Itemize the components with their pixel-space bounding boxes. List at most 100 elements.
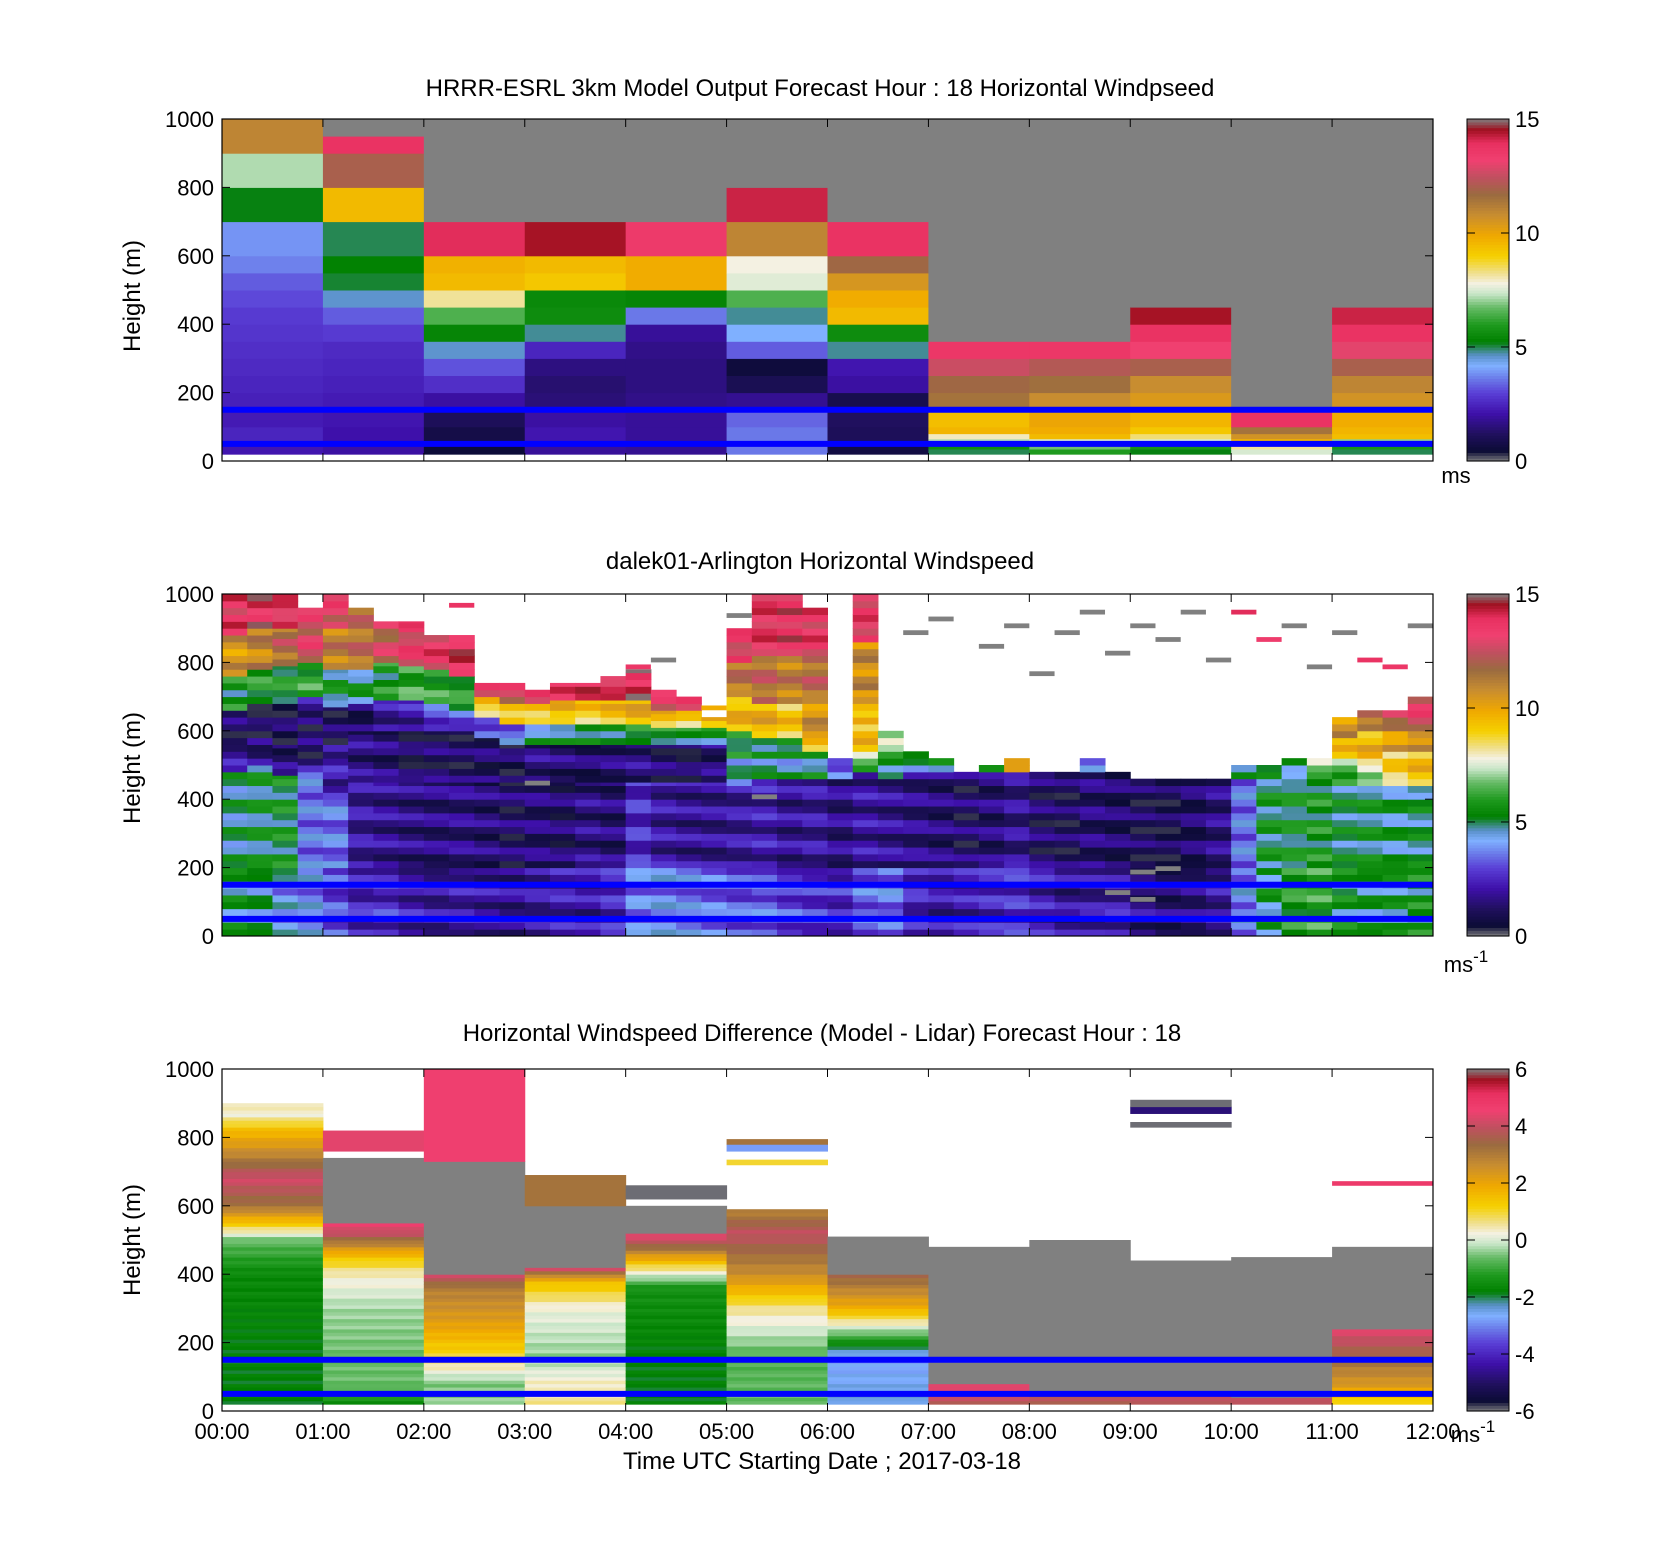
- heatmap-cell: [524, 1383, 627, 1388]
- colorbar-segment: [1467, 633, 1509, 638]
- heatmap-cell: [701, 744, 728, 749]
- colorbar-segment: [1467, 1071, 1509, 1076]
- heatmap-cell: [222, 1236, 324, 1241]
- heatmap-cell: [726, 1233, 828, 1238]
- heatmap-cell: [247, 635, 273, 643]
- heatmap-cell: [423, 853, 450, 862]
- heatmap-cell: [1231, 894, 1257, 903]
- heatmap-cell: [1256, 806, 1283, 814]
- heatmap-cell: [625, 901, 652, 910]
- colorbar-segment: [1467, 224, 1509, 228]
- heatmap-cell: [322, 1277, 425, 1282]
- colorbar-segment: [1467, 876, 1509, 880]
- heatmap-cell: [1054, 922, 1081, 930]
- heatmap-cell: [297, 614, 324, 622]
- heatmap-cell: [524, 1291, 627, 1296]
- heatmap-cell: [1205, 860, 1232, 869]
- heatmap-cell: [272, 754, 299, 763]
- heatmap-cell: [222, 1332, 324, 1337]
- colorbar-segment: [1467, 679, 1509, 683]
- heatmap-cell: [1306, 867, 1333, 875]
- heatmap-cell: [1332, 1369, 1434, 1374]
- heatmap-cell: [575, 894, 601, 903]
- heatmap-cell: [222, 272, 324, 291]
- heatmap-cell: [398, 860, 425, 869]
- heatmap-cell: [701, 785, 728, 793]
- heatmap-cell: [449, 806, 475, 814]
- heatmap-cell: [247, 894, 273, 903]
- heatmap-cell: [625, 929, 652, 937]
- colorbar-segment: [1467, 1299, 1509, 1304]
- heatmap-cell: [322, 614, 349, 622]
- colorbar-segment: [1467, 329, 1509, 334]
- heatmap-cell: [348, 662, 374, 670]
- colorbar-segment: [1467, 1240, 1509, 1244]
- heatmap-cell: [1256, 929, 1283, 937]
- heatmap-cell: [474, 741, 501, 749]
- heatmap-cell: [726, 1144, 828, 1152]
- heatmap-cell: [449, 730, 475, 735]
- heatmap-cell: [474, 922, 501, 930]
- heatmap-cell: [751, 621, 778, 629]
- heatmap-cell: [1332, 717, 1358, 725]
- colorbar-segment: [1467, 725, 1509, 729]
- heatmap-cell: [222, 819, 248, 828]
- heatmap-cell: [1079, 847, 1106, 855]
- heatmap-cell: [1205, 867, 1232, 875]
- colorbar-segment: [1467, 441, 1509, 445]
- heatmap-cell: [751, 696, 778, 704]
- heatmap-cell: [222, 307, 324, 325]
- colorbar-segment: [1467, 1148, 1509, 1153]
- heatmap-cell: [524, 768, 551, 776]
- heatmap-cell: [322, 409, 425, 428]
- heatmap-cell: [625, 358, 728, 376]
- heatmap-cell: [524, 1294, 627, 1299]
- heatmap-cell: [222, 1140, 324, 1145]
- heatmap-cell: [726, 1212, 828, 1217]
- heatmap-cell: [222, 1243, 324, 1248]
- heatmap-cell: [928, 1383, 1030, 1388]
- heatmap-cell: [777, 703, 803, 711]
- heatmap-cell: [1180, 778, 1207, 787]
- heatmap-cell: [322, 922, 349, 930]
- heatmap-cell: [348, 621, 374, 629]
- heatmap-cell: [877, 744, 904, 752]
- heatmap-cell: [322, 1250, 425, 1255]
- heatmap-cell: [222, 341, 324, 359]
- heatmap-cell: [222, 1274, 324, 1279]
- heatmap-cell: [549, 792, 576, 800]
- heatmap-cell: [474, 867, 501, 875]
- colorbar-segment: [1467, 290, 1509, 294]
- heatmap-cell: [650, 847, 677, 855]
- heatmap-cell: [1231, 806, 1257, 814]
- heatmap-cell: [1407, 785, 1434, 793]
- heatmap-cell: [1306, 758, 1333, 766]
- heatmap-cell: [777, 758, 803, 766]
- heatmap-cell: [953, 812, 980, 821]
- heatmap-cell: [650, 785, 677, 793]
- heatmap-cell: [827, 1387, 929, 1391]
- heatmap-cell: [676, 874, 702, 882]
- heatmap-cell: [625, 737, 652, 745]
- colorbar-segment: [1467, 298, 1509, 302]
- heatmap-cell: [222, 1154, 324, 1159]
- heatmap-cell: [751, 614, 778, 622]
- heatmap-cell: [423, 734, 450, 742]
- heatmap-cell: [449, 689, 475, 698]
- heatmap-cell: [575, 723, 601, 732]
- heatmap-cell: [726, 929, 753, 937]
- colorbar-segment: [1467, 1277, 1509, 1281]
- heatmap-cell: [398, 775, 425, 783]
- heatmap-cell: [852, 689, 879, 698]
- heatmap-cell: [549, 901, 576, 910]
- heatmap-cell: [726, 1209, 828, 1214]
- heatmap-cell: [1407, 833, 1434, 841]
- heatmap-cell: [222, 1233, 324, 1238]
- heatmap-cell: [1029, 449, 1131, 455]
- colorbar-segment: [1467, 1134, 1509, 1138]
- heatmap-cell: [827, 1383, 929, 1388]
- heatmap-cell: [928, 449, 1030, 455]
- colorbar-segment: [1467, 827, 1509, 832]
- heatmap-cell: [247, 860, 273, 869]
- colorbar-segment: [1467, 770, 1509, 775]
